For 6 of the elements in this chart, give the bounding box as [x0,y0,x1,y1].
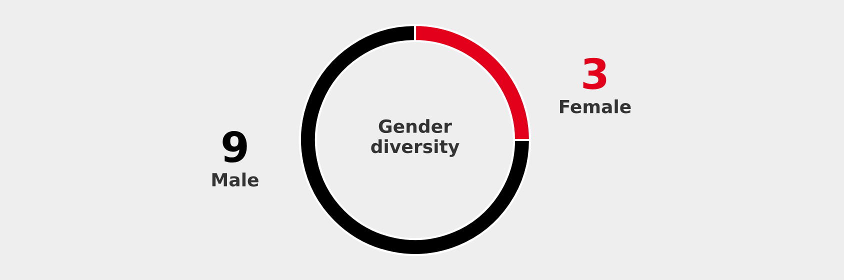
data-label: 3 [583,58,606,90]
slice-label: Male [212,172,258,187]
donut-slice [298,24,532,256]
data-label: 9 [222,131,247,163]
text: Gender diversity [371,119,460,157]
slice-label: Female [560,99,631,114]
